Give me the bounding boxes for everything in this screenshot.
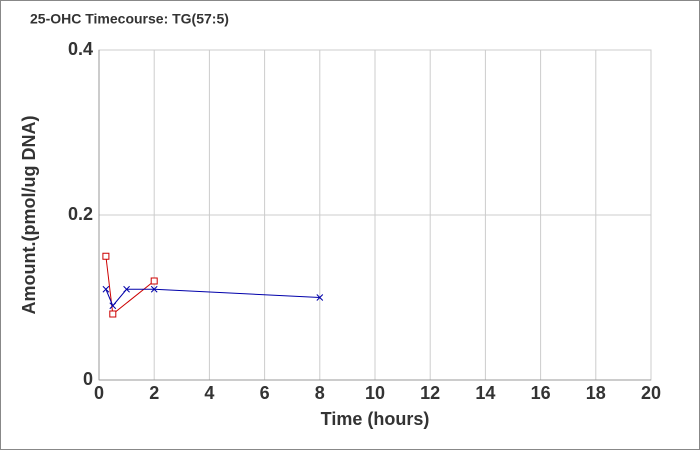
y-axis-label: Amount.(pmol/ug DNA) (19, 116, 39, 315)
x-tick-label: 4 (204, 383, 214, 403)
x-tick-label: 10 (365, 383, 385, 403)
x-tick-label: 0 (94, 383, 104, 403)
chart-title: 25-OHC Timecourse: TG(57:5) (30, 11, 229, 27)
marker (102, 285, 110, 293)
x-tick-label: 6 (260, 383, 270, 403)
marker (150, 277, 158, 285)
marker (109, 310, 117, 318)
x-tick-label: 18 (586, 383, 606, 403)
x-axis-label: Time (hours) (321, 409, 430, 429)
x-tick-label: 2 (149, 383, 159, 403)
marker (316, 294, 324, 301)
y-tick-label: 0 (83, 369, 93, 389)
marker (123, 285, 130, 293)
x-tick-label: 20 (641, 383, 661, 403)
marker (109, 302, 117, 310)
y-tick-label: 0.4 (68, 39, 93, 59)
x-tick-label: 8 (315, 383, 325, 403)
marker (102, 252, 110, 260)
marker (150, 285, 158, 293)
x-tick-label: 14 (475, 383, 495, 403)
y-tick-label: 0.2 (68, 204, 93, 224)
x-tick-label: 16 (531, 383, 551, 403)
x-tick-label: 12 (420, 383, 440, 403)
